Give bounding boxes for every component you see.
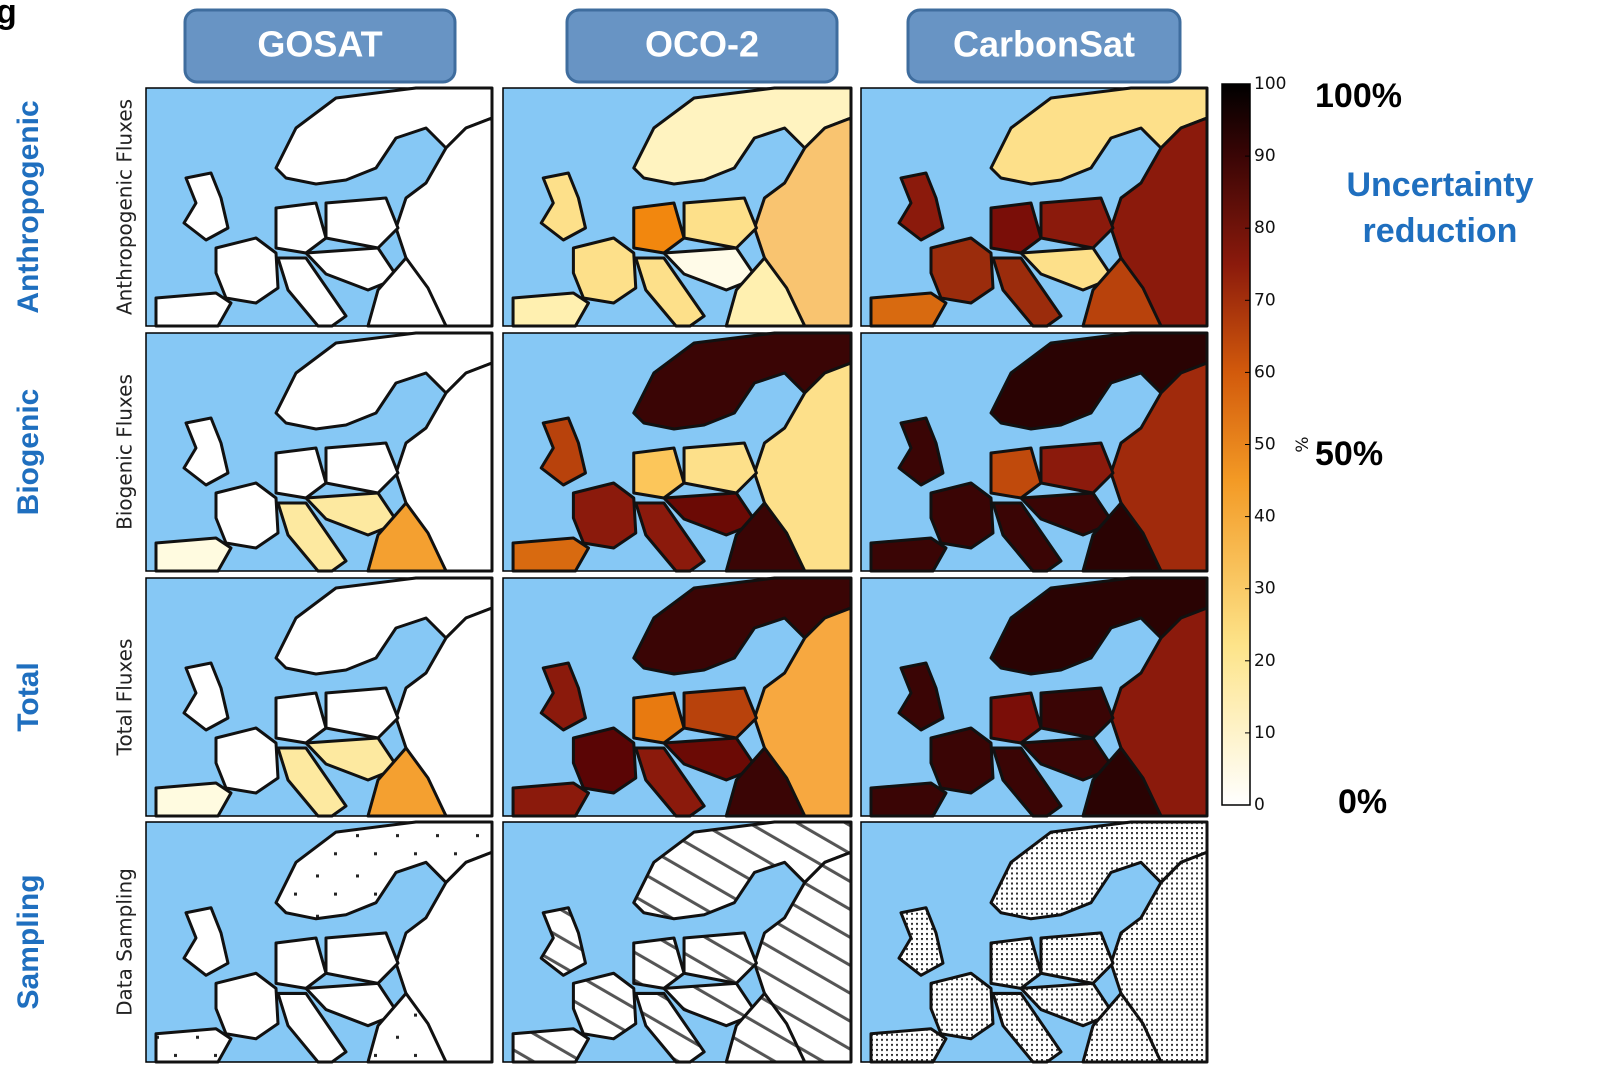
- colorbar-tick-label: 30: [1254, 579, 1276, 599]
- page: g GOSAT OCO-2 CarbonSat Anthropogenic Anthro…: [0, 0, 1597, 1082]
- colorbar-tick-label: 70: [1254, 290, 1276, 310]
- country: [276, 938, 326, 988]
- country: [513, 783, 588, 816]
- colorbar-tick-label: 80: [1254, 218, 1276, 238]
- map-panel: [503, 578, 851, 816]
- row-axis-label: Data Sampling: [113, 868, 137, 1016]
- row-label: Sampling: [12, 874, 45, 1009]
- map-panel: [503, 333, 851, 571]
- country: [156, 783, 231, 816]
- row-label: Biogenic: [12, 389, 45, 516]
- country: [931, 728, 993, 793]
- country: [326, 688, 398, 738]
- country: [156, 293, 231, 326]
- country: [931, 483, 993, 548]
- colorbar-tick-label: 20: [1254, 651, 1276, 671]
- map-panel: [146, 333, 492, 571]
- country: [871, 783, 946, 816]
- country: [871, 538, 946, 571]
- row-axis-label: Anthropogenic Fluxes: [113, 99, 137, 315]
- country: [1041, 688, 1113, 738]
- country: [634, 938, 684, 988]
- country: [573, 728, 635, 793]
- country: [1041, 198, 1113, 248]
- map-panel: [861, 88, 1207, 326]
- row-axis-label: Biogenic Fluxes: [113, 374, 137, 530]
- annotation-min: 0%: [1338, 783, 1387, 821]
- country: [513, 538, 588, 571]
- row-axis-label: Total Fluxes: [113, 639, 137, 757]
- map-panel: [861, 822, 1207, 1062]
- country: [326, 198, 398, 248]
- column-header: CarbonSat: [953, 24, 1135, 65]
- annotation-mid: 50%: [1315, 435, 1383, 473]
- country: [871, 1029, 946, 1062]
- country: [931, 238, 993, 303]
- map-panel: [503, 822, 851, 1062]
- country: [216, 238, 278, 303]
- colorbar-label: %: [1293, 436, 1313, 452]
- country: [216, 483, 278, 548]
- country: [871, 293, 946, 326]
- figure-label: g: [0, 0, 17, 31]
- row-label: Total: [12, 662, 45, 731]
- row-label: Anthropogenic: [12, 100, 45, 313]
- map-panel: [146, 578, 492, 816]
- map-panel: [146, 88, 492, 326]
- column-header: GOSAT: [257, 24, 382, 65]
- country: [991, 938, 1041, 988]
- map-panel: [146, 822, 492, 1062]
- country: [684, 688, 756, 738]
- map-panel: [861, 578, 1207, 816]
- annotation-title: Uncertainty reduction: [1300, 162, 1580, 254]
- colorbar-tick-label: 100: [1254, 74, 1286, 94]
- country: [156, 1029, 231, 1062]
- colorbar-tick-label: 0: [1254, 795, 1265, 815]
- country: [684, 198, 756, 248]
- country: [513, 1029, 588, 1062]
- country: [931, 973, 993, 1039]
- column-header: OCO-2: [645, 24, 759, 65]
- country: [684, 443, 756, 493]
- country: [326, 933, 398, 983]
- country: [573, 238, 635, 303]
- map-panel: [503, 88, 851, 326]
- colorbar-tick-label: 90: [1254, 146, 1276, 166]
- country: [684, 933, 756, 983]
- colorbar-tick-label: 10: [1254, 723, 1276, 743]
- colorbar-tick-label: 40: [1254, 507, 1276, 527]
- country: [573, 483, 635, 548]
- country: [216, 973, 278, 1039]
- colorbar-tick-label: 50: [1254, 435, 1276, 455]
- country: [573, 973, 635, 1039]
- country: [156, 538, 231, 571]
- country: [1041, 443, 1113, 493]
- country: [513, 293, 588, 326]
- map-panel: [861, 333, 1207, 571]
- annotation-max: 100%: [1315, 77, 1402, 115]
- country: [216, 728, 278, 793]
- country: [1041, 933, 1113, 983]
- colorbar-tick-label: 60: [1254, 362, 1276, 382]
- country: [326, 443, 398, 493]
